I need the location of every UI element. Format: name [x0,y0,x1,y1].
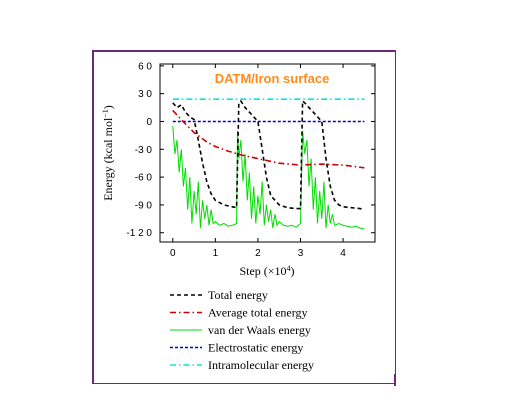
y-axis-title-sup: −1 [101,109,110,118]
plot-lines [172,98,365,230]
series-line-total-energy [172,99,365,211]
y-tick-label: -9 0 [135,200,153,211]
legend-label: Total energy [208,288,268,302]
y-tick-label: -6 0 [135,173,153,184]
y-axis-title-main: Energy (kcal mol [101,117,115,201]
y-axis-title-close: ) [101,105,115,109]
legend-label: van der Waals energy [208,323,311,337]
y-tick-label: 6 0 [138,61,152,72]
chart-title: DATM/Iron surface [215,71,330,86]
legend-label: Average total energy [208,306,308,320]
y-axis-title: Energy (kcal mol−1) [101,105,116,201]
frame-edge-mark [394,374,396,386]
plot-area-border [159,63,376,243]
x-tick-label: 2 [255,248,261,259]
series-line-van-der-waals-energy [172,126,365,230]
chart-frame [92,50,396,384]
y-tick-label: -1 2 0 [126,228,152,239]
x-tick-label: 4 [340,248,346,259]
x-axis-title: Step (×104) [239,264,294,279]
x-tick-label: 0 [170,248,176,259]
x-tick-label: 1 [213,248,219,259]
axis-ticks: 0 1 2 3 4 6 0 3 0 0 -3 0 -6 0 -9 0 -1 2 0 [126,61,375,259]
x-axis-title-sup: 4 [287,264,291,273]
y-tick-label: -3 0 [135,145,153,156]
series-line-average-total-energy [172,109,365,169]
y-tick-label: 3 0 [138,89,152,100]
x-tick-label: 3 [298,248,304,259]
y-tick-label: 0 [146,117,152,128]
x-axis-title-main: Step (×10 [239,264,286,278]
legend-label: Intramolecular energy [208,358,314,372]
legend: Total energy Average total energy van der … [170,288,314,372]
x-axis-title-close: ) [291,264,295,278]
legend-label: Electrostatic energy [208,341,303,355]
